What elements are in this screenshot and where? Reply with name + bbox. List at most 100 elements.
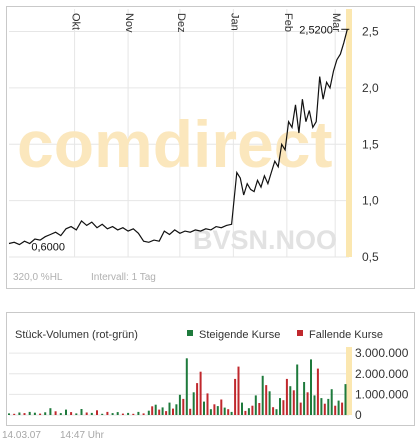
price-y-tick-label: 0,5 (362, 250, 379, 264)
volume-bar (213, 404, 216, 415)
volume-bar (185, 358, 188, 415)
volume-bar (316, 368, 319, 415)
price-y-tick-label: 2,5 (362, 25, 379, 39)
min-price-label: 0,6000 (31, 242, 65, 254)
volume-bar (289, 386, 292, 415)
volume-bar (23, 413, 26, 415)
volume-bar (178, 394, 181, 415)
volume-title: Stück-Volumen (rot-grün) (15, 329, 138, 341)
month-label: Dez (175, 13, 187, 33)
volume-current-day-band (346, 347, 352, 415)
volume-bar (65, 409, 67, 415)
volume-bar (154, 404, 157, 415)
month-label: Jan (228, 13, 240, 31)
volume-y-tick-label: 2.000.000 (355, 367, 409, 381)
volume-bar (234, 378, 237, 415)
volume-bar (13, 413, 16, 415)
volume-bar (132, 413, 135, 415)
volume-bar (265, 385, 268, 415)
range-label: 320,0 %HL (13, 272, 63, 283)
volume-bar (230, 411, 233, 415)
volume-bar (142, 413, 145, 415)
volume-bar (18, 412, 21, 415)
max-price-label: 2,5200 (299, 24, 333, 36)
volume-bar (258, 403, 261, 415)
comdirect-watermark: comdirect (17, 107, 332, 181)
volume-bar (199, 371, 202, 415)
volume-bar (327, 398, 330, 415)
price-y-tick-label: 2,0 (362, 81, 379, 95)
footer-time: 14:47 Uhr (60, 430, 104, 441)
volume-bar (206, 393, 209, 415)
volume-bar (244, 410, 247, 415)
volume-bar (80, 409, 83, 415)
volume-bar (121, 413, 124, 415)
volume-bar (303, 382, 306, 415)
month-label: Feb (282, 13, 294, 32)
volume-bar (237, 366, 240, 415)
volume-y-axis-labels: 0 1.000.000 2.000.000 3.000.000 (355, 346, 409, 422)
volume-bar (299, 402, 302, 415)
footer-date: 14.03.07 (2, 430, 41, 441)
volume-bar (39, 413, 42, 415)
volume-bar (282, 400, 285, 415)
interval-label: Intervall: 1 Tag (91, 272, 156, 283)
volume-bar (209, 409, 212, 415)
volume-bar (85, 412, 88, 415)
month-labels: Okt Nov Dez Jan Feb Mar (70, 13, 343, 33)
volume-bar (251, 405, 254, 415)
volume-chart-panel: Stück-Volumen (rot-grün) Steigende Kurse… (6, 312, 415, 426)
legend-up-swatch (187, 330, 193, 336)
price-chart: comdirect BVSN.NOO Okt Nov Dez Jan Feb Mar 0,… (8, 9, 379, 283)
volume-bar (313, 395, 316, 415)
volume-bar (175, 404, 178, 415)
volume-bar (161, 407, 164, 415)
volume-bar (127, 412, 130, 415)
price-chart-panel: comdirect BVSN.NOO Okt Nov Dez Jan Feb Mar 0,… (6, 6, 415, 289)
volume-bar (137, 411, 140, 415)
volume-bar (189, 408, 192, 415)
volume-bar (54, 411, 57, 415)
volume-bar (220, 399, 223, 415)
volume-bar (168, 402, 171, 415)
month-label: Nov (123, 13, 135, 33)
price-annotations: 0,6000 2,5200 (31, 24, 350, 254)
volume-bar (44, 412, 47, 415)
volume-bar (292, 390, 295, 415)
volume-bar (310, 359, 312, 415)
price-watermark-layer: comdirect BVSN.NOO (17, 107, 337, 255)
volume-bar (223, 407, 226, 415)
volume-bar (254, 395, 257, 415)
volume-bar (241, 402, 243, 415)
price-y-tick-label: 1,0 (362, 194, 379, 208)
volume-bar (182, 398, 185, 415)
volume-chart: Stück-Volumen (rot-grün) Steigende Kurse… (8, 329, 409, 422)
volume-bar (247, 408, 250, 415)
legend-up-label: Steigende Kurse (199, 329, 280, 341)
volume-bar (49, 408, 52, 415)
volume-bar (306, 392, 309, 415)
price-y-axis-labels: 0,5 1,0 1,5 2,0 2,5 (362, 25, 379, 264)
legend-down-label: Fallende Kurse (309, 329, 383, 341)
volume-bar (28, 411, 31, 415)
volume-bar (330, 389, 333, 415)
volume-bar (75, 413, 78, 415)
volume-bar (216, 406, 219, 415)
volume-bar (203, 401, 205, 415)
volume-bar (341, 402, 344, 415)
volume-bar (90, 412, 93, 415)
volume-bar (344, 384, 347, 415)
volume-bar (33, 412, 36, 415)
volume-bar (337, 400, 340, 415)
volume-bar (279, 398, 281, 415)
volume-bar (70, 412, 73, 415)
volume-bar (261, 375, 264, 415)
volume-bar (268, 391, 271, 415)
volume-bar (96, 410, 98, 415)
volume-y-tick-label: 1.000.000 (355, 387, 409, 401)
price-y-tick-label: 1,5 (362, 137, 379, 151)
month-label: Mar (330, 13, 342, 32)
current-day-band (346, 9, 352, 257)
month-label: Okt (70, 13, 82, 30)
volume-bar (111, 413, 114, 415)
